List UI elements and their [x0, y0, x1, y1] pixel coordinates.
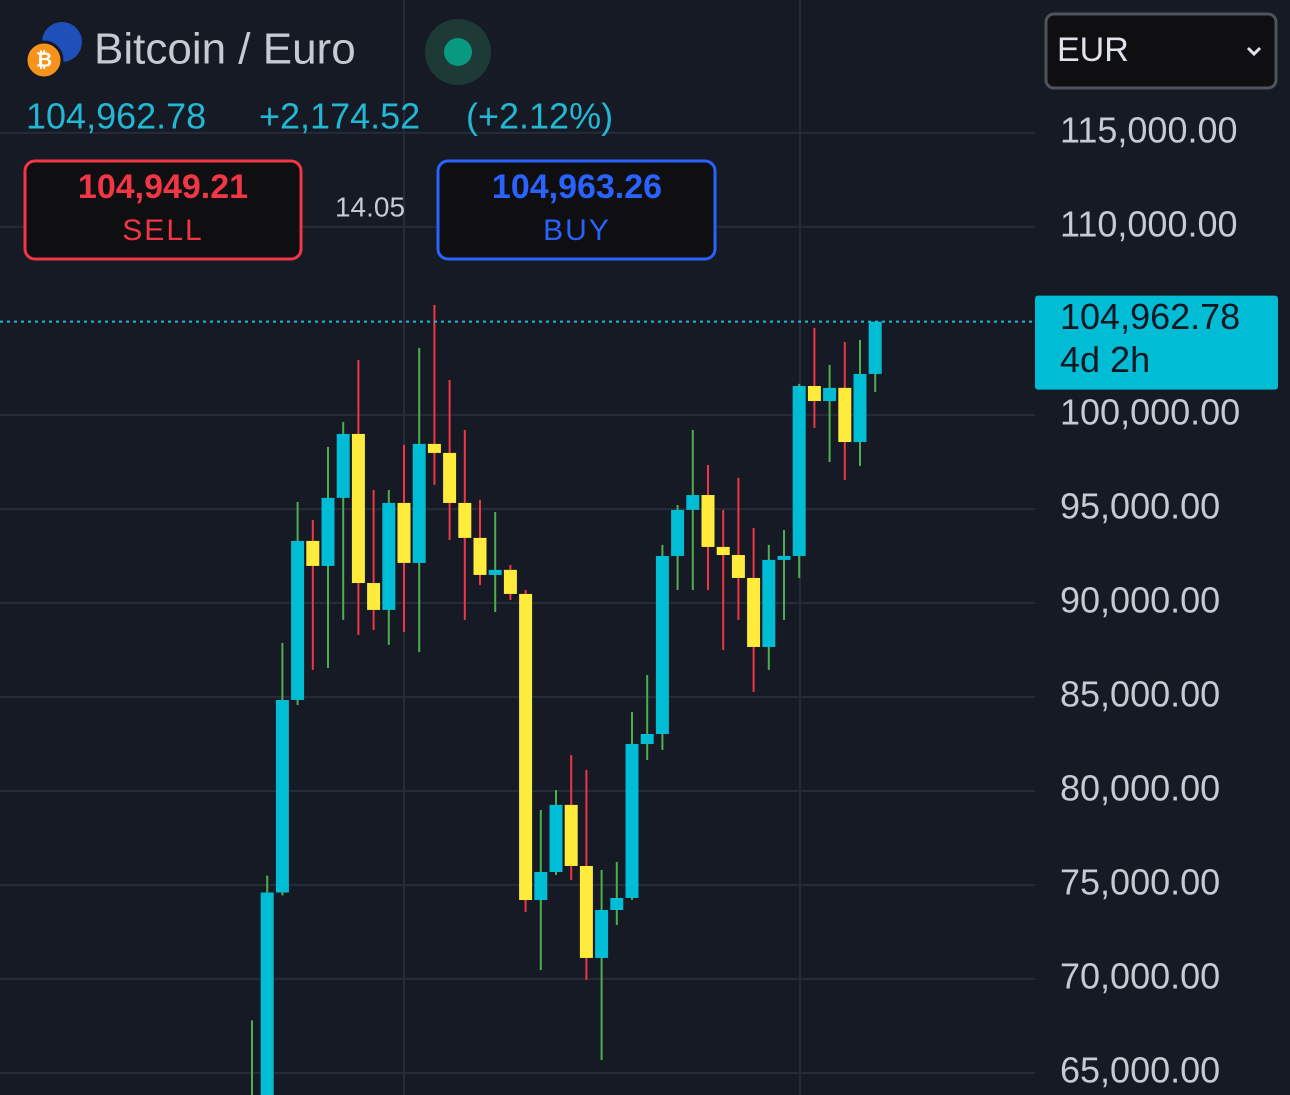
price: 104,962.78 [26, 96, 206, 137]
candle-body [655, 555, 669, 735]
candle-body [853, 373, 867, 443]
change-pct: (+2.12%) [466, 96, 613, 137]
spread: 14.05 [335, 191, 405, 222]
candle-body [534, 872, 548, 901]
candle-body [595, 909, 609, 958]
candle-body [412, 443, 426, 563]
candle-body [579, 865, 593, 958]
candle-body [838, 387, 852, 443]
candle-body [519, 593, 533, 901]
price-tag [1035, 295, 1278, 390]
title: Bitcoin / Euro [94, 25, 356, 74]
y-axis: 65,000.00 70,000.00 75,000.00 80,000.00 85,0… [1060, 109, 1240, 1090]
candle-body [367, 583, 381, 610]
candle-body [397, 502, 411, 563]
candle-body [762, 559, 776, 647]
candle-body [473, 537, 487, 575]
y-tick-label: 70,000.00 [1060, 956, 1220, 997]
candle-body [503, 569, 517, 594]
candle-body [549, 804, 563, 873]
sell-price[interactable]: 104,949.21 [78, 168, 248, 206]
candle-body [443, 452, 457, 503]
candle-body [747, 577, 761, 647]
candle-body [382, 502, 396, 610]
candle-body [701, 495, 715, 547]
candle-body [458, 502, 472, 538]
dropdown-box[interactable] [1044, 12, 1278, 90]
svg-text:₿: ₿ [36, 49, 52, 71]
candle-body [792, 385, 806, 556]
candle-body [640, 734, 654, 744]
currency[interactable]: EUR [1057, 31, 1129, 69]
change: +2,174.52 [259, 96, 420, 137]
candle-body [807, 385, 821, 402]
candle-body [625, 743, 639, 898]
candle-body [321, 497, 335, 566]
buy-button[interactable]: 104,963.26 BUY [436, 159, 717, 261]
candle-body [275, 699, 289, 893]
y-tick-label: 100,000.00 [1060, 391, 1240, 432]
y-tick-label: 65,000.00 [1060, 1050, 1220, 1091]
candle-body [716, 546, 730, 556]
buy-box[interactable] [436, 159, 717, 261]
candle-body [671, 509, 685, 556]
sell-button[interactable]: 104,949.21 SELL [23, 159, 303, 261]
sell-box[interactable] [23, 159, 303, 261]
candle-body [868, 321, 882, 374]
symbol-icon: ₿ [24, 22, 82, 80]
buy-label[interactable]: BUY [543, 214, 611, 247]
candle-body [564, 804, 578, 866]
y-tick-label: 85,000.00 [1060, 673, 1220, 714]
candle-body [488, 569, 502, 575]
y-tick-label: 115,000.00 [1060, 109, 1238, 150]
candles [0, 304, 1035, 1095]
y-tick-label: 95,000.00 [1060, 485, 1220, 526]
candle-body [351, 433, 365, 584]
candle-body [610, 897, 624, 910]
candle-body [291, 540, 305, 700]
status-dot [444, 38, 472, 66]
y-tick-label: 110,000.00 [1060, 203, 1238, 244]
y-tick-label: 90,000.00 [1060, 579, 1220, 620]
candle-body [427, 443, 441, 453]
candle-body [336, 433, 350, 498]
price-tag-label: 104,962.78 [1060, 296, 1240, 337]
candle-body [731, 555, 745, 578]
currency-dropdown[interactable]: EUR [1044, 12, 1278, 90]
y-tick-label: 80,000.00 [1060, 767, 1220, 808]
candle-body [306, 540, 320, 566]
candle-body [260, 892, 274, 1095]
candle-body [777, 555, 791, 560]
y-tick-label: 75,000.00 [1060, 862, 1220, 903]
dropdown-caret[interactable] [1246, 46, 1262, 57]
candle-body [686, 495, 700, 510]
buy-price[interactable]: 104,963.26 [492, 168, 662, 206]
price-tag-countdown: 4d 2h [1060, 339, 1150, 380]
candle-body [823, 387, 837, 402]
sell-label[interactable]: SELL [122, 214, 203, 247]
